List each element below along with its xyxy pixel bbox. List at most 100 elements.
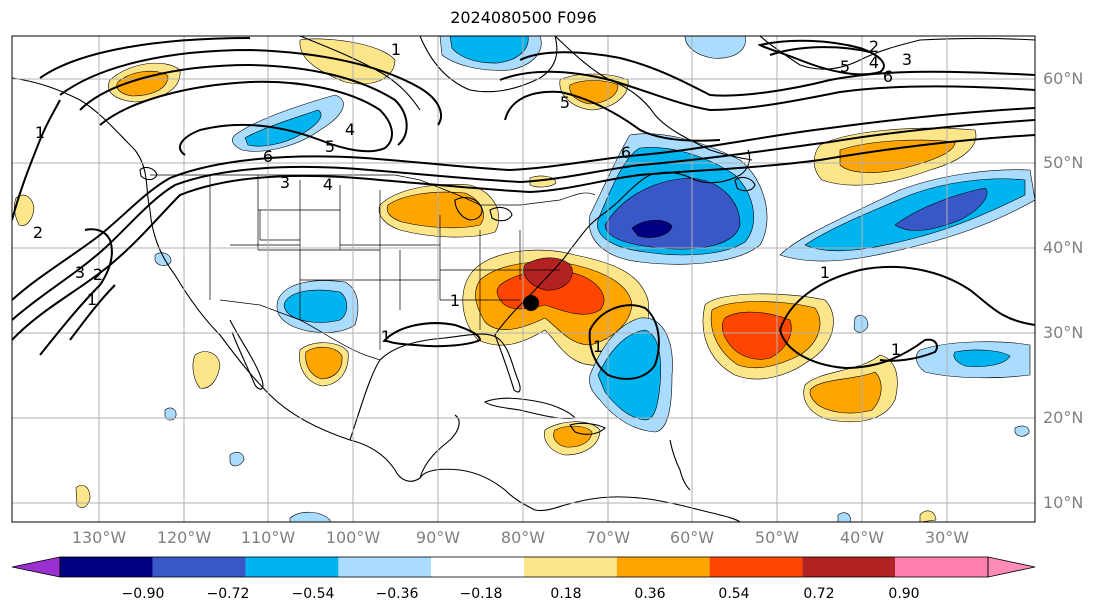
contour-label: 6 [621,143,631,162]
lon-label: 90°W [415,528,461,547]
contour-label: 5 [840,57,850,76]
colorbar-tick: −0.90 [121,586,165,602]
contour-label: 3 [902,50,912,69]
colorbar-segment [802,557,896,577]
contour-line [757,39,885,76]
great-lakes-coast [454,196,513,222]
lon-label: 100°W [325,528,381,547]
contour-label: 1 [35,123,45,142]
positive-anomaly-labrador-sea-core [839,139,956,173]
negative-anomaly-north-atlantic-core [894,187,988,231]
positive-anomaly-small-south [919,510,937,522]
contour-label: 4 [345,120,355,139]
positive-anomaly-alaska-core [116,70,169,97]
colorbar-tick: 0.54 [718,586,750,602]
contour-line [519,51,1035,97]
contour-lines [12,37,1035,380]
negative-anomaly-gulf [229,451,245,467]
contour-label: 3 [75,263,85,282]
colorbar-segment [152,557,246,577]
lat-label: 60°N [1043,69,1084,88]
negative-anomaly-hudson-bay-core [449,36,529,64]
colorbar-tick: −0.54 [291,586,335,602]
lon-label: 110°W [240,528,296,547]
labrador-coast [554,36,753,161]
contour-label: 1 [891,340,901,359]
map-frame [11,35,1036,523]
contour-line [779,329,938,370]
newfoundland-coast [734,176,756,192]
contour-labels: 1 1 1 1 1 1 1 1 2 2 2 3 3 3 4 4 4 5 5 5 … [33,37,912,359]
contour-label: 5 [325,137,335,156]
contour-line [39,37,251,79]
negative-anomaly-small-south-2 [837,512,851,522]
lon-label: 40°W [839,528,885,547]
positive-anomaly-great-lakes-core [386,191,484,229]
contour-label: 1 [391,40,401,59]
contour-line [12,119,1035,321]
colorbar-tick: 0.72 [803,586,835,602]
contour-line [779,265,1035,331]
contour-label: 1 [381,327,391,346]
lat-label: 20°N [1043,408,1084,427]
negative-anomaly-east-subtropics-core [953,349,1011,367]
contour-label: 1 [593,337,603,356]
contour-label: 2 [93,265,103,284]
contour-label: 4 [869,53,879,72]
lat-label: 50°N [1043,153,1084,172]
negative-anomaly-bay [853,314,869,333]
negative-anomaly-northeast-peak [631,219,673,238]
graticule [12,36,1035,522]
colorbar-segment [245,557,339,577]
contour-label: 6 [263,147,273,166]
colorbar-segments [11,556,1036,578]
lon-label: 30°W [924,528,970,547]
political-borders [150,174,596,361]
lon-label: 120°W [156,528,212,547]
colorbar-tick: 0.36 [634,586,666,602]
yucatan-coast [419,414,460,479]
map-title: 2024080500 F096 [450,8,597,27]
lon-label: 70°W [585,528,631,547]
contour-line [79,63,408,146]
contour-line [588,304,660,380]
contour-line [59,48,442,126]
negative-anomaly-canada-core [244,109,322,147]
colorbar-segment [524,557,617,577]
hudson-bay-coast [419,36,558,93]
negative-anomaly-western-atlantic-core [597,329,661,421]
lon-label: 80°W [500,528,546,547]
lon-label: 60°W [669,528,715,547]
colorbar-segment [338,557,432,577]
contour-label: 2 [33,223,43,242]
contour-line [69,284,116,341]
positive-anomaly-mexico-core [305,346,343,380]
baja-california-coast [229,319,264,390]
contour-line [499,70,1035,112]
contour-line [12,99,61,221]
positive-anomaly-atlantic-core [721,311,792,360]
colorbar-tick: −0.18 [459,586,503,602]
storm-center-marker [523,295,539,311]
us-state-lines [209,175,560,350]
colorbar-segment [616,557,710,577]
colorbar-tick: −0.72 [206,586,250,602]
contour-label: 6 [883,67,893,86]
colorbar-segment [431,557,524,577]
negative-anomaly-greenland-sea [684,36,746,59]
contour-label: 1 [820,263,830,282]
negative-anomaly-small-east-edge [1014,425,1030,437]
contour-line [39,228,113,356]
contour-label: 4 [323,175,333,194]
contour-label: 3 [280,173,290,192]
contour-label: 1 [87,290,97,309]
colorbar-extend-high [987,556,1036,578]
colorbar-frame [59,556,989,578]
contour-label: 1 [450,291,460,310]
lon-label: 50°W [754,528,800,547]
colorbar-segment [895,557,988,577]
south-america-coast [564,496,741,522]
greenland-coast [759,36,1035,70]
contour-line [12,107,1035,301]
colorbar-segment [60,557,153,577]
